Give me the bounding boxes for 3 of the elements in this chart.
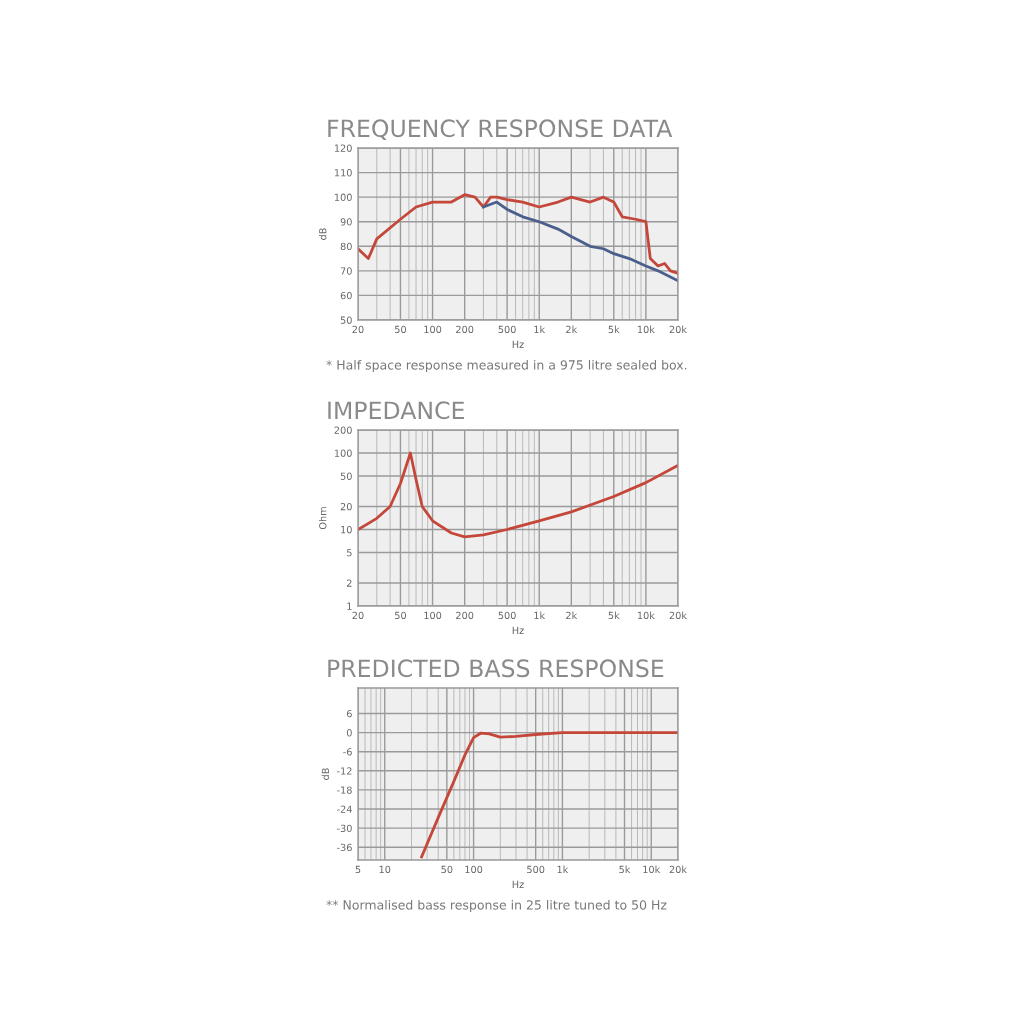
chart-title: FREQUENCY RESPONSE DATA bbox=[328, 119, 673, 140]
chart-title: IMPEDANCE bbox=[328, 401, 464, 420]
chart-title: PREDICTED BASS RESPONSE bbox=[328, 659, 664, 678]
